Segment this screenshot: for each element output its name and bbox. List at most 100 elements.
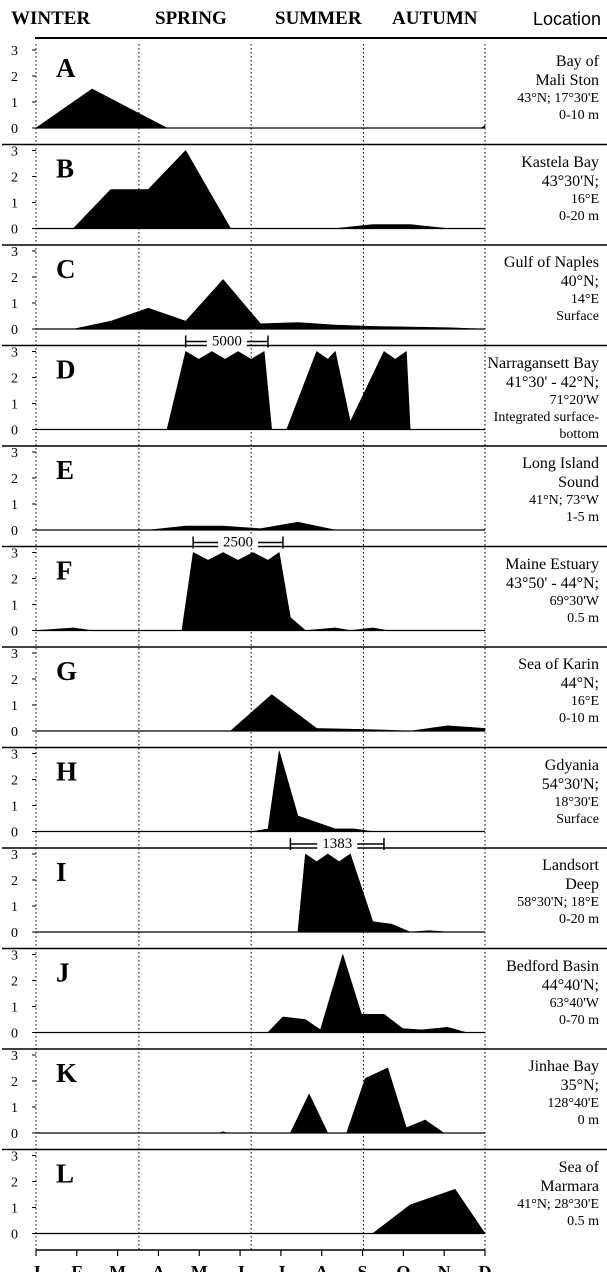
panel-j-location-line-2: 44°40'N; xyxy=(541,976,599,994)
panel-g-location: Sea of Karin 44°N; 16°E 0-10 m xyxy=(479,655,599,727)
panel-c-location: Gulf of Naples 40°N; 14°E Surface xyxy=(479,253,599,325)
x-tick-label-11: N xyxy=(438,1262,451,1272)
panel-c-location-line-2: 40°N; xyxy=(560,273,599,290)
panel-f-location-line-1: Maine Estuary xyxy=(505,555,599,573)
panel-d-location-line-2: 41°30' - 42°N; xyxy=(505,373,599,391)
panel-e-abundance-area xyxy=(35,521,486,531)
panel-j-ytick-label: 1 xyxy=(11,1001,18,1016)
panel-h-location: Gdyania 54°30'N; 18°30'E Surface xyxy=(479,756,599,828)
panel-f-location-line-4: 0.5 m xyxy=(567,610,599,626)
x-tick-label-10: O xyxy=(396,1262,410,1272)
panel-i-location-line-3: 58°30'N; 18°E xyxy=(517,895,599,910)
panel-c-location-line-1: Gulf of Naples xyxy=(503,254,599,271)
panel-i-ytick-label: 3 xyxy=(11,848,18,863)
panel-l-ytick-label: 3 xyxy=(11,1150,18,1165)
panel-f-letter: F xyxy=(56,556,73,586)
panel-i-ytick-label: 0 xyxy=(11,926,18,941)
panel-i-ytick-label: 1 xyxy=(11,900,18,915)
panel-k-ytick-label: 3 xyxy=(11,1049,18,1064)
season-label-autumn: AUTUMN xyxy=(392,8,478,29)
panel-a-location: Bay of Mali Ston 43°N; 17°30'E 0-10 m xyxy=(479,52,599,124)
panel-g-ytick-label: 2 xyxy=(11,673,18,688)
panel-f-ytick-label: 0 xyxy=(11,625,18,640)
x-tick-label-7: J xyxy=(276,1262,285,1272)
panel-a-ytick-label: 3 xyxy=(11,44,18,59)
panel-d-bracket-label: 5000 xyxy=(212,334,242,350)
panel-j-ytick-label: 3 xyxy=(11,949,18,964)
panel-k-ytick-label: 1 xyxy=(11,1101,18,1116)
panel-e-ytick-label: 3 xyxy=(11,446,18,461)
panel-k-abundance-area xyxy=(35,1067,486,1134)
panel-b-abundance-area xyxy=(35,150,486,229)
panel-f-location-line-2: 43°50' - 44°N; xyxy=(505,574,599,592)
panel-c-location-line-4: Surface xyxy=(556,309,599,324)
x-tick-label-4: A xyxy=(152,1262,165,1272)
panel-c-abundance-area xyxy=(35,279,486,330)
panel-b-ytick-label: 2 xyxy=(11,171,18,186)
panel-b-ytick-label: 0 xyxy=(11,223,18,238)
x-tick-label-1: J xyxy=(32,1262,41,1272)
panel-f-location: Maine Estuary 43°50' - 44°N; 69°30'W 0.5 m xyxy=(479,555,599,627)
panel-j-location-line-4: 0-70 m xyxy=(558,1012,599,1028)
panel-e-location-line-3: 41°N; 73°W xyxy=(529,493,599,508)
panel-c-ytick-label: 3 xyxy=(11,245,18,260)
panel-e-location: Long Island Sound 41°N; 73°W 1-5 m xyxy=(479,454,599,526)
panel-k-letter: K xyxy=(56,1058,77,1088)
panel-c-ytick-label: 0 xyxy=(11,323,18,338)
panel-h-location-line-4: Surface xyxy=(556,811,599,827)
panel-a-ytick-label: 1 xyxy=(11,96,18,111)
panel-f-abundance-area xyxy=(35,552,486,631)
panel-g-ytick-label: 3 xyxy=(11,647,18,662)
panel-g-ytick-label: 1 xyxy=(11,699,18,714)
panel-d-abundance-area xyxy=(35,351,486,430)
panel-a-location-line-3: 43°N; 17°30'E xyxy=(517,91,599,106)
panel-f-location-line-3: 69°30'W xyxy=(549,593,599,609)
panel-k-location: Jinhae Bay 35°N; 128°40'E 0 m xyxy=(479,1057,599,1129)
panel-a-abundance-area xyxy=(35,88,486,129)
panel-d-location-line-1: Narragansett Bay xyxy=(487,354,599,372)
panel-g-location-line-4: 0-10 m xyxy=(558,711,599,726)
panel-h-ytick-label: 3 xyxy=(11,748,18,763)
panel-l-location-line-4: 0.5 m xyxy=(567,1213,599,1229)
panel-i-location-line-2: Deep xyxy=(565,876,599,893)
panel-g-location-line-1: Sea of Karin xyxy=(518,656,599,673)
panel-d-location-line-4: Integrated surface-bottom xyxy=(493,409,599,442)
panel-l-letter: L xyxy=(56,1159,74,1189)
panel-e-location-line-2: Sound xyxy=(558,474,599,491)
panel-g-location-line-2: 44°N; xyxy=(560,675,599,692)
panel-d-location-line-3: 71°20'W xyxy=(549,392,599,408)
location-column-header: Location xyxy=(532,9,601,29)
panel-f-ytick-label: 3 xyxy=(11,547,18,562)
panel-e-ytick-label: 2 xyxy=(11,472,18,487)
panel-f-bracket-label: 2500 xyxy=(223,535,253,551)
panel-l-location-line-3: 41°N; 28°30'E xyxy=(517,1196,599,1212)
panel-i-location-line-4: 0-20 m xyxy=(558,912,599,927)
panel-a-location-line-4: 0-10 m xyxy=(558,108,599,123)
header-rule xyxy=(35,37,607,39)
panel-k-location-line-1: Jinhae Bay xyxy=(528,1058,599,1075)
panel-k-location-line-3: 128°40'E xyxy=(547,1096,599,1111)
panel-k-ytick-label: 0 xyxy=(11,1127,18,1142)
panel-g-ytick-label: 0 xyxy=(11,725,18,740)
panel-b-ytick-label: 3 xyxy=(11,145,18,160)
panel-j-abundance-area xyxy=(35,954,486,1033)
x-tick-label-9: S xyxy=(358,1262,368,1272)
panel-h-ytick-label: 0 xyxy=(11,826,18,841)
panel-b-letter: B xyxy=(56,154,74,184)
panel-a-ytick-label: 2 xyxy=(11,70,18,85)
panel-h-abundance-area xyxy=(35,750,486,832)
panel-f-ytick-label: 1 xyxy=(11,599,18,614)
panel-d-letter: D xyxy=(56,355,76,385)
x-tick-label-3: M xyxy=(109,1262,126,1272)
panel-a-location-line-1: Bay of xyxy=(555,53,599,70)
panel-j-ytick-label: 2 xyxy=(11,975,18,990)
panel-j-location: Bedford Basin 44°40'N; 63°40'W 0-70 m xyxy=(479,957,599,1029)
panel-e-location-line-1: Long Island xyxy=(522,455,599,472)
panel-l-location: Sea of Marmara 41°N; 28°30'E 0.5 m xyxy=(479,1158,599,1230)
panel-c-ytick-label: 2 xyxy=(11,271,18,286)
panel-d-ytick-label: 0 xyxy=(11,424,18,439)
panel-h-letter: H xyxy=(56,757,77,787)
panel-j-location-line-3: 63°40'W xyxy=(549,995,599,1011)
